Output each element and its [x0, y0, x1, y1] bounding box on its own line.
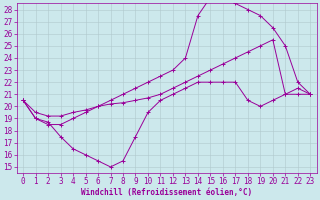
X-axis label: Windchill (Refroidissement éolien,°C): Windchill (Refroidissement éolien,°C): [81, 188, 252, 197]
